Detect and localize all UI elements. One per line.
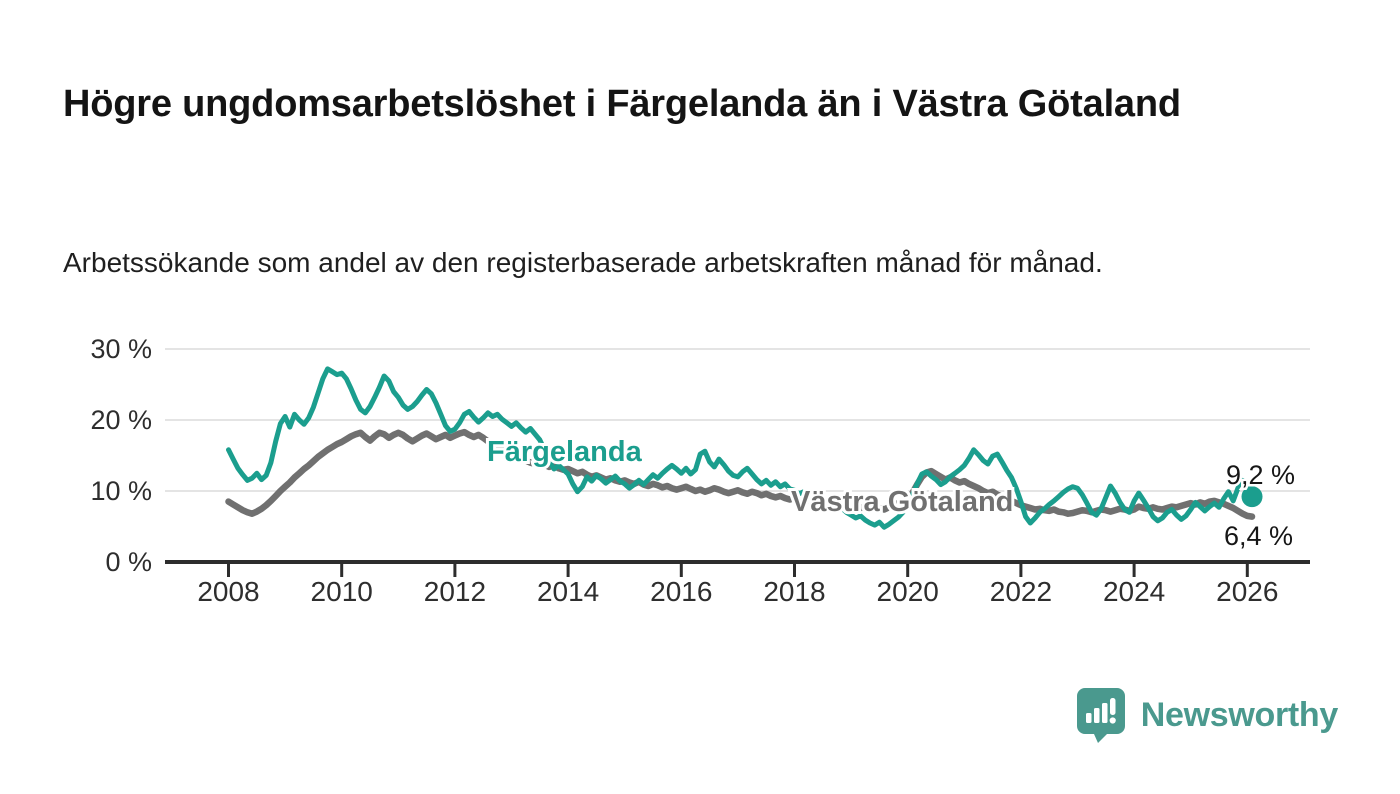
x-tick-label: 2024 <box>1103 576 1165 607</box>
brand-name: Newsworthy <box>1140 695 1339 734</box>
y-tick-label: 10 % <box>90 476 152 506</box>
x-tick-label: 2012 <box>424 576 486 607</box>
series-end-dot <box>1241 486 1263 508</box>
series-label: Färgelanda <box>487 436 643 468</box>
x-tick-label: 2008 <box>197 576 259 607</box>
x-tick-label: 2022 <box>990 576 1052 607</box>
series-line-v-stra-g-taland <box>225 428 1256 520</box>
x-tick-label: 2010 <box>311 576 373 607</box>
y-tick-label: 20 % <box>90 405 152 435</box>
y-tick-label: 0 % <box>105 547 152 577</box>
x-tick-label: 2020 <box>877 576 939 607</box>
end-value-label: 6,4 % <box>1224 521 1293 551</box>
page-subtitle: Arbetssökande som andel av den registerb… <box>63 247 1103 278</box>
newsworthy-logo-icon <box>1075 686 1127 744</box>
x-tick-label: 2014 <box>537 576 599 607</box>
x-tick-label: 2018 <box>763 576 825 607</box>
series-line-f-rgelanda <box>226 366 1255 530</box>
end-value-label: 9,2 % <box>1226 460 1295 490</box>
y-tick-label: 30 % <box>90 334 152 364</box>
x-tick-label: 2026 <box>1216 576 1278 607</box>
series-label: Västra Götaland <box>791 486 1013 518</box>
x-tick-label: 2016 <box>650 576 712 607</box>
brand-link[interactable]: Newsworthy <box>1075 686 1338 744</box>
page-title: Högre ungdomsarbetslöshet i Färgelanda ä… <box>63 83 1181 126</box>
